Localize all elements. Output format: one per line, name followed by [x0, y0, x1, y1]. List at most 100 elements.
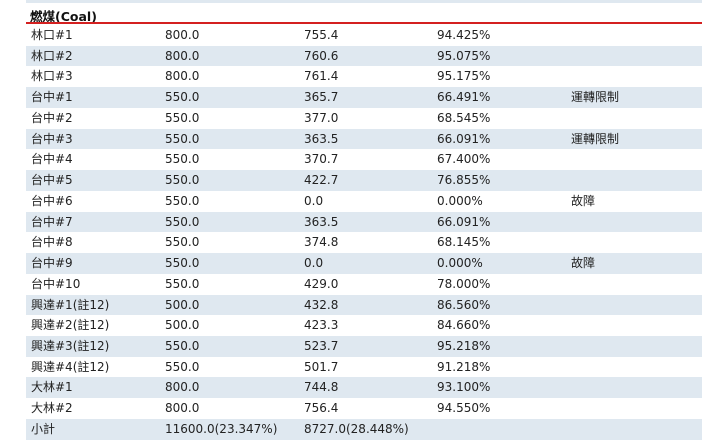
installed-capacity: 800.0 — [165, 69, 200, 84]
net-output: 0.0 — [304, 256, 324, 271]
remark: 運轉限制 — [571, 90, 620, 105]
table-row: 大林#1 800.0 744.8 93.100% — [26, 377, 702, 399]
table-row: 台中#9 550.0 0.0 0.000% 故障 — [26, 253, 702, 274]
output-percent: 66.091% — [437, 131, 491, 146]
net-output: 429.0 — [304, 276, 339, 291]
net-output: 744.8 — [304, 380, 339, 395]
table-row: 台中#7 550.0 363.5 66.091% — [26, 211, 702, 233]
installed-capacity: 550.0 — [165, 110, 200, 125]
table-row: 興達#1(註12) 500.0 432.8 86.560% — [26, 294, 702, 316]
net-output: 423.3 — [304, 318, 339, 333]
table-row: 台中#1 550.0 365.7 66.491% 運轉限制 — [26, 87, 702, 108]
installed-capacity: 550.0 — [165, 235, 200, 250]
output-percent: 86.560% — [437, 297, 491, 312]
installed-capacity: 800.0 — [165, 48, 200, 63]
table-row: 台中#6 550.0 0.0 0.000% 故障 — [26, 191, 702, 212]
output-percent: 76.855% — [437, 173, 491, 188]
net-output: 374.8 — [304, 235, 339, 250]
installed-capacity: 11600.0(23.347%) — [165, 421, 278, 436]
top-strip — [26, 0, 702, 3]
net-output: 363.5 — [304, 214, 339, 229]
section-divider — [26, 22, 702, 24]
output-percent: 67.400% — [437, 152, 491, 167]
net-output: 432.8 — [304, 297, 339, 312]
output-percent: 68.145% — [437, 235, 491, 250]
remark: 故障 — [571, 193, 596, 208]
output-percent: 91.218% — [437, 359, 491, 374]
table-row: 台中#4 550.0 370.7 67.400% — [26, 149, 702, 170]
table-row: 台中#3 550.0 363.5 66.091% 運轉限制 — [26, 128, 702, 150]
output-percent: 78.000% — [437, 276, 491, 291]
output-percent: 95.075% — [437, 48, 491, 63]
output-percent: 95.175% — [437, 69, 491, 84]
output-percent: 95.218% — [437, 339, 491, 354]
unit-name: 林口#1 — [31, 28, 73, 42]
unit-name: 台中#6 — [31, 193, 73, 208]
unit-name: 興達#1(註12) — [31, 297, 110, 312]
subtotal-row: 小計 11600.0(23.347%) 8727.0(28.448%) — [26, 418, 702, 440]
output-percent: 84.660% — [437, 318, 491, 333]
installed-capacity: 550.0 — [165, 193, 200, 208]
net-output: 370.7 — [304, 152, 339, 167]
unit-name: 興達#3(註12) — [31, 339, 110, 354]
net-output: 365.7 — [304, 90, 339, 105]
installed-capacity: 800.0 — [165, 380, 200, 395]
table-row: 大林#2 800.0 756.4 94.550% — [26, 398, 702, 419]
net-output: 501.7 — [304, 359, 339, 374]
unit-name: 林口#3 — [31, 69, 73, 84]
output-percent: 68.545% — [437, 110, 491, 125]
installed-capacity: 550.0 — [165, 359, 200, 374]
installed-capacity: 800.0 — [165, 401, 200, 416]
unit-table: 林口#1 800.0 755.4 94.425% 林口#2 800.0 760.6 95.07… — [26, 25, 702, 440]
output-percent: 94.550% — [437, 401, 491, 416]
installed-capacity: 500.0 — [165, 318, 200, 333]
net-output: 363.5 — [304, 131, 339, 146]
installed-capacity: 550.0 — [165, 173, 200, 188]
table-row: 台中#8 550.0 374.8 68.145% — [26, 232, 702, 253]
unit-name: 台中#5 — [31, 173, 73, 188]
table-row: 興達#2(註12) 500.0 423.3 84.660% — [26, 315, 702, 336]
table-row: 台中#5 550.0 422.7 76.855% — [26, 170, 702, 191]
net-output: 756.4 — [304, 401, 339, 416]
output-percent: 0.000% — [437, 256, 483, 271]
installed-capacity: 500.0 — [165, 297, 200, 312]
section-title: 燃煤(Coal) — [30, 9, 97, 24]
net-output: 755.4 — [304, 28, 339, 42]
installed-capacity: 550.0 — [165, 90, 200, 105]
table-row: 林口#2 800.0 760.6 95.075% — [26, 45, 702, 67]
table-row: 林口#1 800.0 755.4 94.425% — [26, 25, 702, 46]
unit-name: 大林#1 — [31, 380, 73, 395]
net-output: 422.7 — [304, 173, 339, 188]
output-percent: 0.000% — [437, 193, 483, 208]
table-row: 興達#4(註12) 550.0 501.7 91.218% — [26, 357, 702, 378]
unit-name: 大林#2 — [31, 401, 73, 416]
net-output: 761.4 — [304, 69, 339, 84]
unit-name: 台中#3 — [31, 131, 73, 146]
unit-name: 興達#4(註12) — [31, 359, 110, 374]
remark: 故障 — [571, 256, 596, 271]
unit-name: 台中#8 — [31, 235, 73, 250]
installed-capacity: 800.0 — [165, 28, 200, 42]
table-row: 台中#2 550.0 377.0 68.545% — [26, 108, 702, 129]
unit-name: 台中#1 — [31, 90, 73, 105]
net-output: 0.0 — [304, 193, 324, 208]
net-output: 377.0 — [304, 110, 339, 125]
installed-capacity: 550.0 — [165, 152, 200, 167]
unit-name: 台中#9 — [31, 256, 73, 271]
unit-name: 台中#7 — [31, 214, 73, 229]
unit-name: 台中#2 — [31, 110, 73, 125]
unit-name: 小計 — [31, 421, 56, 436]
output-percent: 66.091% — [437, 214, 491, 229]
output-percent: 66.491% — [437, 90, 491, 105]
installed-capacity: 550.0 — [165, 214, 200, 229]
unit-name: 興達#2(註12) — [31, 318, 110, 333]
table-row: 興達#3(註12) 550.0 523.7 95.218% — [26, 336, 702, 357]
unit-name: 台中#10 — [31, 276, 81, 291]
net-output: 523.7 — [304, 339, 339, 354]
net-output: 8727.0(28.448%) — [304, 421, 409, 436]
unit-name: 林口#2 — [31, 48, 73, 63]
output-percent: 93.100% — [437, 380, 491, 395]
output-percent: 94.425% — [437, 28, 491, 42]
net-output: 760.6 — [304, 48, 339, 63]
installed-capacity: 550.0 — [165, 131, 200, 146]
